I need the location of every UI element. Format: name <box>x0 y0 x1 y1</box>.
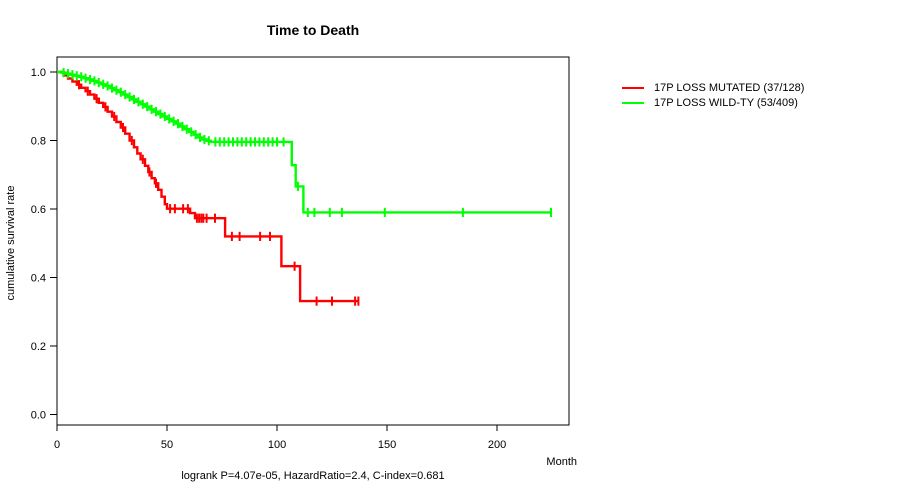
chart-title: Time to Death <box>266 22 360 38</box>
stats-annotation: logrank P=4.07e-05, HazardRatio=2.4, C-i… <box>181 470 445 482</box>
svg-text:200: 200 <box>488 439 506 451</box>
y-axis-label: cumulative survival rate <box>5 185 17 301</box>
svg-text:0.6: 0.6 <box>31 204 46 216</box>
svg-text:0.4: 0.4 <box>31 273 46 285</box>
legend-label-mutated: 17P LOSS MUTATED (37/128) <box>654 81 805 94</box>
svg-text:0.8: 0.8 <box>31 136 46 148</box>
legend-item-wildtype: 17P LOSS WILD-TY (53/409) <box>622 95 804 110</box>
legend-label-wildtype: 17P LOSS WILD-TY (53/409) <box>654 96 798 109</box>
legend-item-mutated: 17P LOSS MUTATED (37/128) <box>622 80 804 95</box>
legend: 17P LOSS MUTATED (37/128) 17P LOSS WILD-… <box>622 80 804 110</box>
svg-text:50: 50 <box>161 439 173 451</box>
legend-line-red <box>622 86 644 89</box>
svg-text:0.2: 0.2 <box>31 341 46 353</box>
km-curve-0 <box>57 70 360 306</box>
km-curve-1 <box>57 68 553 217</box>
x-axis-label: Month <box>546 456 577 468</box>
svg-text:0: 0 <box>54 439 60 451</box>
axes: 0 50 100 150 200 0.0 0.2 0.4 0.6 0.8 1.0 <box>31 56 570 451</box>
svg-text:100: 100 <box>268 439 286 451</box>
svg-text:1.0: 1.0 <box>31 67 46 79</box>
legend-line-green <box>622 101 644 104</box>
svg-text:150: 150 <box>378 439 396 451</box>
svg-text:0.0: 0.0 <box>31 410 46 422</box>
